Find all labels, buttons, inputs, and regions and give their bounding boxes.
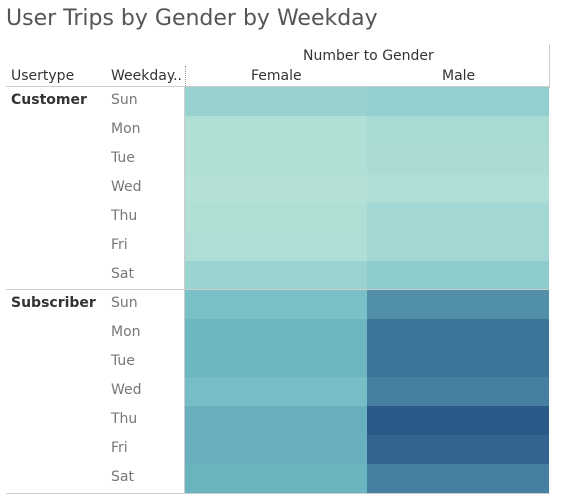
weekday-label: Tue bbox=[111, 353, 135, 369]
weekday-header[interactable]: Weekday.. bbox=[111, 68, 183, 84]
heatmap-cell-female[interactable] bbox=[185, 406, 367, 435]
heatmap-cell-female[interactable] bbox=[185, 203, 367, 232]
group-divider bbox=[6, 289, 550, 290]
header-right-border bbox=[549, 44, 550, 88]
column-header-male: Male bbox=[442, 68, 476, 84]
heatmap-cell-male[interactable] bbox=[367, 261, 549, 290]
heatmap-cell-male[interactable] bbox=[367, 319, 549, 348]
heatmap-cell-female[interactable] bbox=[185, 435, 367, 464]
bottom-border bbox=[6, 493, 550, 494]
column-header-female: Female bbox=[251, 68, 302, 84]
weekday-label: Sun bbox=[111, 92, 138, 108]
heatmap-cell-female[interactable] bbox=[185, 116, 367, 145]
heatmap-cell-male[interactable] bbox=[367, 406, 549, 435]
measure-group-header: Number to Gender bbox=[303, 48, 434, 64]
heatmap-cell-female[interactable] bbox=[185, 319, 367, 348]
heatmap-cell-female[interactable] bbox=[185, 377, 367, 406]
usertype-header: Usertype bbox=[11, 68, 75, 84]
heatmap-cell-male[interactable] bbox=[367, 203, 549, 232]
heatmap-cell-female[interactable] bbox=[185, 145, 367, 174]
heatmap-cell-male[interactable] bbox=[367, 87, 549, 116]
weekday-label: Mon bbox=[111, 121, 141, 137]
weekday-label: Mon bbox=[111, 324, 141, 340]
heatmap-cell-female[interactable] bbox=[185, 464, 367, 493]
weekday-label: Sun bbox=[111, 295, 138, 311]
weekday-label: Fri bbox=[111, 237, 128, 253]
weekday-label: Sat bbox=[111, 266, 134, 282]
row-header-divider bbox=[184, 87, 185, 493]
heatmap-cell-male[interactable] bbox=[367, 435, 549, 464]
heatmap-cell-female[interactable] bbox=[185, 348, 367, 377]
heatmap-cell-male[interactable] bbox=[367, 348, 549, 377]
heatmap-cell-male[interactable] bbox=[367, 464, 549, 493]
weekday-label: Thu bbox=[111, 208, 138, 224]
chart-title: User Trips by Gender by Weekday bbox=[6, 6, 378, 31]
heatmap-cell-female[interactable] bbox=[185, 290, 367, 319]
weekday-label: Wed bbox=[111, 179, 142, 195]
heatmap-cell-male[interactable] bbox=[367, 145, 549, 174]
group-divider bbox=[6, 86, 550, 87]
heatmap-cell-male[interactable] bbox=[367, 174, 549, 203]
weekday-label: Thu bbox=[111, 411, 138, 427]
heatmap-cell-male[interactable] bbox=[367, 116, 549, 145]
heatmap-cell-male[interactable] bbox=[367, 377, 549, 406]
weekday-label: Wed bbox=[111, 382, 142, 398]
heatmap-cell-male[interactable] bbox=[367, 290, 549, 319]
heatmap-cell-female[interactable] bbox=[185, 87, 367, 116]
usertype-label: Customer bbox=[11, 92, 87, 108]
heatmap-cell-male[interactable] bbox=[367, 232, 549, 261]
usertype-label: Subscriber bbox=[11, 295, 96, 311]
heatmap-cell-female[interactable] bbox=[185, 232, 367, 261]
weekday-label: Sat bbox=[111, 469, 134, 485]
heatmap-cell-female[interactable] bbox=[185, 261, 367, 290]
weekday-label: Tue bbox=[111, 150, 135, 166]
heatmap-cell-female[interactable] bbox=[185, 174, 367, 203]
header-divider bbox=[185, 66, 186, 86]
weekday-label: Fri bbox=[111, 440, 128, 456]
